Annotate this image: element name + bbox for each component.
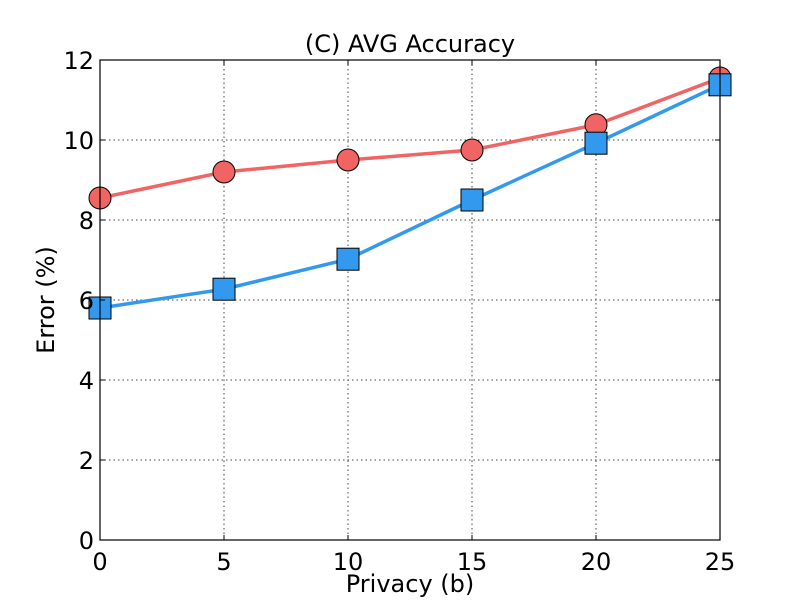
series-layer [88,66,732,320]
y-tick-label: 4 [79,367,94,395]
y-axis-label: Error (%) [32,246,60,354]
data-point-square [584,131,608,155]
ticks: 0 5 10 15 20 25 0 2 4 6 8 10 12 [63,47,735,576]
grid [99,59,721,541]
y-tick-label: 6 [79,287,94,315]
series-line-1 [99,83,721,310]
data-point-circle [460,138,484,162]
data-point-circle [212,160,236,184]
x-tick-label: 15 [457,548,488,576]
data-point-square [336,247,360,271]
y-tick-label: 2 [79,447,94,475]
data-point-square [212,277,236,301]
y-tick-label: 12 [63,47,94,75]
data-point-square [460,188,484,212]
x-tick-label: 25 [705,548,736,576]
x-tick-label: 5 [216,548,231,576]
y-tick-label: 8 [79,207,94,235]
y-tick-label: 10 [63,127,94,155]
x-tick-label: 20 [581,548,612,576]
x-tick-label: 0 [92,548,107,576]
series-line-0 [99,76,721,200]
data-point-circle [336,148,360,172]
x-axis-label: Privacy (b) [346,570,474,598]
y-tick-label: 0 [79,527,94,555]
chart-title: (C) AVG Accuracy [305,30,515,58]
x-tick-label: 10 [333,548,364,576]
